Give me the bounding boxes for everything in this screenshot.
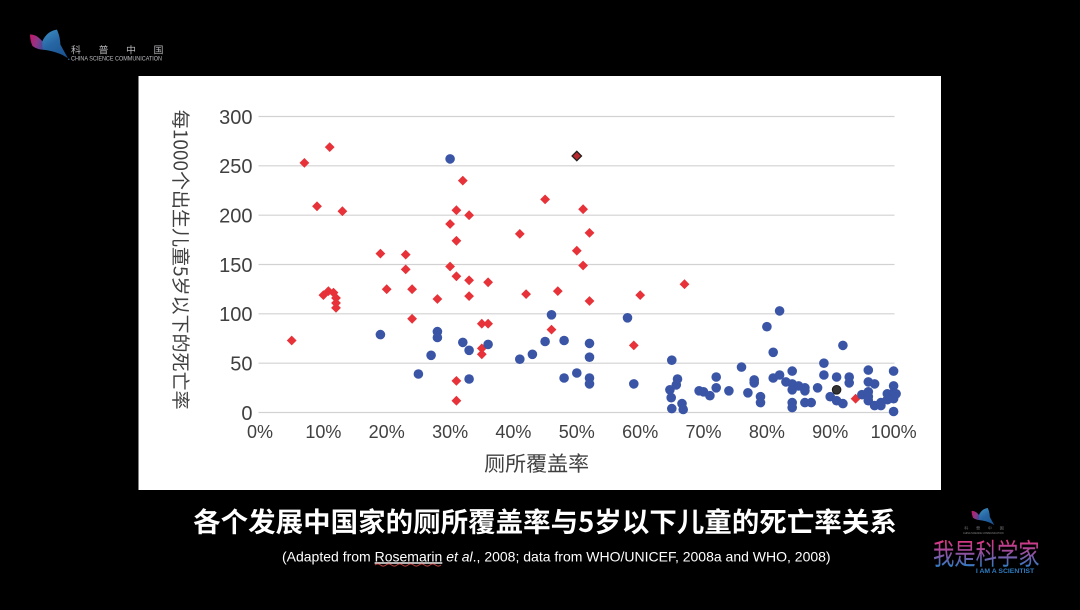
svg-text:0: 0 bbox=[241, 403, 252, 425]
svg-text:I AM A SCIENTIST: I AM A SCIENTIST bbox=[976, 568, 1035, 575]
svg-text:50%: 50% bbox=[559, 422, 595, 442]
svg-text:90%: 90% bbox=[812, 422, 848, 442]
svg-text:300: 300 bbox=[219, 107, 252, 129]
svg-text:100: 100 bbox=[219, 304, 252, 326]
svg-text:80%: 80% bbox=[749, 422, 785, 442]
svg-text:50: 50 bbox=[230, 354, 252, 376]
svg-text:20%: 20% bbox=[369, 422, 405, 442]
svg-text:150: 150 bbox=[219, 255, 252, 277]
svg-text:(Adapted from Rosemarin et al.: (Adapted from Rosemarin et al., 2008; da… bbox=[282, 548, 831, 564]
svg-text:100%: 100% bbox=[871, 422, 917, 442]
svg-text:10%: 10% bbox=[305, 422, 341, 442]
svg-text:0%: 0% bbox=[247, 422, 273, 442]
svg-text:250: 250 bbox=[219, 156, 252, 178]
svg-text:30%: 30% bbox=[432, 422, 468, 442]
svg-text:70%: 70% bbox=[685, 422, 721, 442]
svg-text:CHINA SCIENCE COMMUNICATION: CHINA SCIENCE COMMUNICATION bbox=[71, 56, 162, 63]
svg-text:CHINA SCIENCE COMMUNICATION: CHINA SCIENCE COMMUNICATION bbox=[963, 531, 1004, 535]
svg-text:40%: 40% bbox=[495, 422, 531, 442]
svg-text:60%: 60% bbox=[622, 422, 658, 442]
svg-text:200: 200 bbox=[219, 206, 252, 228]
